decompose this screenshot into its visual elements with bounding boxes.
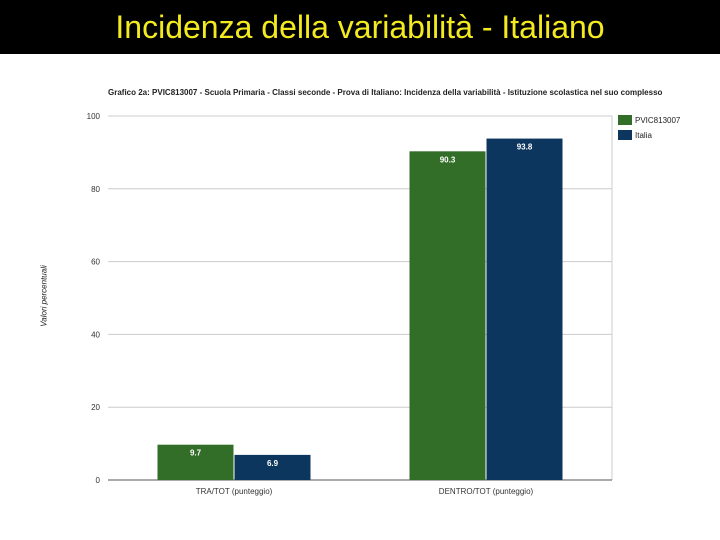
bar [157,444,234,480]
chart-legend: PVIC813007 Italia [618,114,680,144]
y-tick-label: 100 [87,112,101,121]
bar-value-label: 93.8 [517,143,533,152]
y-tick-label: 80 [91,185,100,194]
y-tick-label: 20 [91,403,100,412]
y-tick-label: 0 [96,476,101,485]
legend-label-school: PVIC813007 [635,115,681,125]
x-tick-label: DENTRO/TOT (punteggio) [439,487,534,496]
legend-item-school: PVIC813007 [618,114,680,126]
y-tick-label: 60 [91,258,100,267]
legend-item-italy: Italia [618,129,680,141]
bar-value-label: 90.3 [440,155,456,164]
bar-value-label: 9.7 [190,449,202,458]
bar-value-label: 6.9 [267,459,279,468]
slide-title-bar: Incidenza della variabilità - Italiano [0,0,720,54]
legend-label-italy: Italia [635,130,652,140]
y-tick-label: 40 [91,330,100,339]
legend-swatch-italy [618,130,632,140]
bar [409,151,486,481]
bar [486,138,563,480]
bar [234,454,311,480]
legend-swatch-school [618,115,632,125]
chart-title: Grafico 2a: PVIC813007 - Scuola Primaria… [108,88,663,97]
slide-title: Incidenza della variabilità - Italiano [115,8,605,45]
x-tick-label: TRA/TOT (punteggio) [196,487,273,496]
